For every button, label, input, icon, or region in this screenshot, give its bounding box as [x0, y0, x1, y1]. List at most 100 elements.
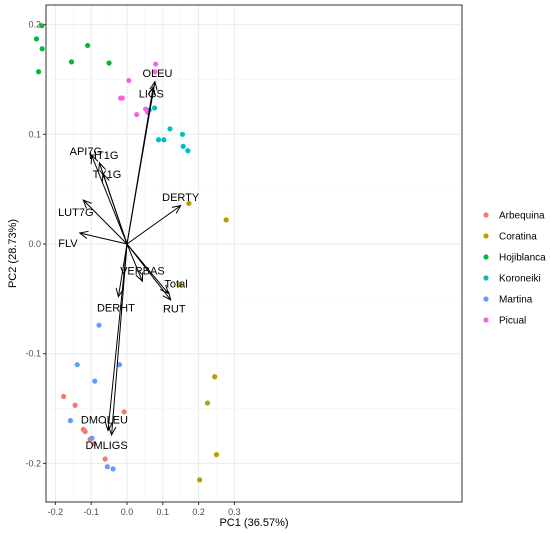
loading-arrow-derty	[126, 205, 181, 245]
point-picual	[152, 69, 158, 75]
loading-label-rut: RUT	[163, 304, 186, 316]
loading-arrowhead-dmligs	[108, 426, 117, 437]
scatter-points	[33, 23, 229, 483]
point-picual	[153, 61, 159, 67]
point-koroneiki	[161, 137, 167, 143]
plot-panel	[46, 5, 462, 502]
loading-arrow-verbas	[126, 243, 143, 282]
point-hojiblanca	[85, 42, 91, 49]
point-koroneiki	[179, 131, 186, 137]
legend-key-hojiblanca	[483, 254, 489, 260]
point-arbequina	[72, 402, 78, 408]
point-coratina	[177, 281, 183, 288]
loading-arrowhead-ht1g	[98, 161, 106, 172]
loading-label-ty1g: TY1G	[93, 169, 122, 181]
point-koroneiki	[167, 126, 173, 132]
point-picual	[119, 95, 125, 101]
loading-arrowhead-rut	[162, 291, 172, 301]
loading-label-lut7g: LUT7G	[58, 207, 93, 219]
loading-arrowhead-oleu	[149, 80, 158, 91]
y-axis-title: PC2 (28.73%)	[7, 219, 19, 288]
point-koroneiki	[155, 137, 162, 143]
loading-label-total: Total	[164, 278, 187, 290]
loading-arrowhead-ty1g	[101, 172, 110, 183]
legend-key-koroneiki	[483, 275, 489, 281]
x-tick-label: 0.2	[192, 507, 205, 517]
loading-label-api7g: API7G	[70, 146, 102, 158]
loading-arrow-dmligs	[111, 243, 128, 435]
loading-label-derty: DERTY	[162, 192, 200, 204]
point-koroneiki	[180, 143, 186, 149]
point-coratina	[223, 217, 229, 223]
point-martina	[89, 435, 95, 441]
point-hojiblanca	[68, 59, 75, 65]
loading-arrow-derht	[117, 243, 128, 297]
x-tick-label: -0.2	[48, 507, 64, 517]
point-arbequina	[91, 441, 97, 447]
loading-label-oleu: OLEU	[142, 68, 172, 80]
loading-label-dmligs: DMLIGS	[86, 440, 128, 452]
x-tick-label: 0.0	[121, 507, 134, 517]
point-hojiblanca	[39, 46, 45, 52]
plot-panel-border	[45, 4, 463, 503]
loading-arrowhead-api7g	[90, 154, 99, 165]
legend-label-hojiblanca: Hojiblanca	[499, 253, 546, 264]
loading-label-flv: FLV	[58, 238, 78, 250]
point-hojiblanca	[33, 36, 40, 42]
point-arbequina	[82, 428, 88, 435]
y-tick-label: -0.2	[25, 458, 41, 468]
point-coratina	[197, 477, 203, 483]
point-hojiblanca	[39, 23, 45, 29]
legend-label-coratina: Coratina	[499, 232, 537, 243]
loading-label-derht: DERHT	[97, 303, 135, 315]
x-tick-label: 0.1	[157, 507, 170, 517]
loading-label-dmoleu: DMOLEU	[81, 415, 128, 427]
loading-arrow-dmoleu	[107, 243, 128, 431]
legend-label-arbequina: Arbequina	[499, 211, 545, 222]
legend-label-koroneiki: Koroneiki	[499, 274, 541, 285]
point-picual	[134, 111, 140, 118]
legend-label-picual: Picual	[499, 316, 526, 327]
loading-arrow-lut7g	[82, 199, 128, 245]
point-martina	[67, 418, 74, 424]
loading-arrow-ty1g	[102, 173, 128, 245]
loading-arrowhead-lut7g	[82, 199, 92, 209]
point-coratina	[213, 452, 220, 458]
point-coratina	[204, 400, 211, 406]
x-tick-label: -0.1	[83, 507, 99, 517]
point-koroneiki	[151, 105, 158, 111]
x-axis-title: PC1 (36.57%)	[219, 517, 288, 529]
point-martina	[116, 362, 123, 368]
point-coratina	[212, 374, 218, 380]
loading-arrowhead-verbas	[135, 272, 144, 283]
loading-arrow-flv	[79, 232, 128, 245]
point-hojiblanca	[106, 60, 112, 66]
y-tick-label: 0.2	[28, 20, 41, 30]
point-coratina	[186, 200, 192, 207]
loading-arrow-rut	[126, 243, 172, 301]
legend-key-coratina	[483, 233, 489, 239]
loading-arrowhead-total	[159, 284, 169, 295]
point-martina	[104, 464, 110, 470]
point-martina	[110, 466, 116, 472]
point-picual	[126, 77, 132, 84]
point-arbequina	[61, 393, 67, 400]
point-arbequina	[102, 456, 108, 462]
loading-arrow-ligs	[126, 87, 154, 245]
point-arbequina	[121, 409, 127, 415]
y-tick-label: -0.1	[25, 349, 41, 359]
loading-arrow-api7g	[91, 154, 128, 245]
loading-arrows	[78, 80, 182, 437]
point-koroneiki	[185, 148, 191, 154]
legend: Arbequina Coratina Hojiblanca Koroneiki Mart…	[483, 211, 546, 327]
x-tick-label: 0.3	[228, 507, 241, 517]
point-hojiblanca	[35, 69, 42, 75]
legend-label-martina: Martina	[499, 295, 533, 306]
y-tick-label: 0.0	[28, 239, 41, 249]
loading-arrowhead-dmoleu	[104, 421, 113, 432]
point-martina	[96, 322, 102, 328]
point-martina	[92, 378, 98, 384]
legend-key-martina	[483, 296, 489, 302]
